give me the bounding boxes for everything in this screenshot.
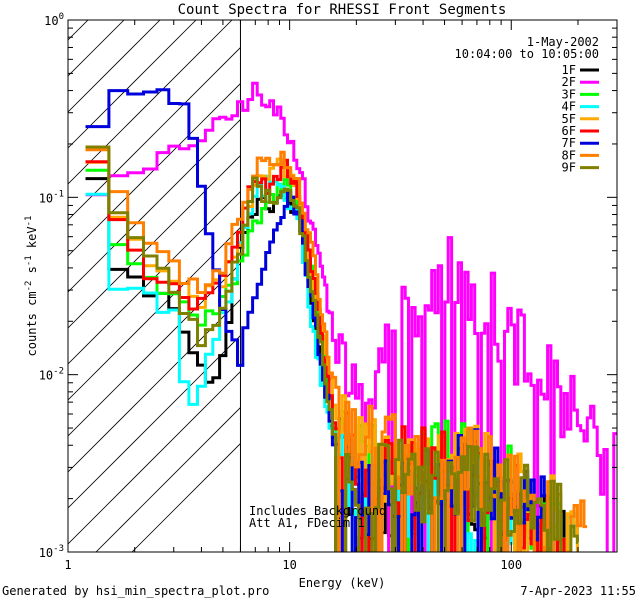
- series-2F-line: [85, 81, 617, 552]
- footer-timestamp: 7-Apr-2023 11:55: [520, 584, 636, 598]
- y-label-exp2: -1: [24, 255, 34, 266]
- hatch-line: [68, 298, 241, 473]
- legend-label-1F: 1F: [562, 63, 576, 77]
- legend-time-range: 10:04:00 to 10:05:00: [455, 47, 600, 61]
- y-axis-label: counts cm-2 s-1 keV-1: [24, 216, 39, 357]
- axis-ticks: 1 10 100 100 10-1 10-2 10-3: [39, 12, 618, 572]
- y-tick-label: 100: [44, 12, 64, 28]
- series-9F-line: [85, 145, 579, 552]
- y-label-main: counts cm: [25, 291, 39, 356]
- plot-frame: [67, 19, 618, 553]
- y-tick-label: 10-1: [39, 189, 64, 205]
- hatch-line: [68, 20, 233, 185]
- hatch-line: [68, 118, 241, 293]
- legend-label-6F: 6F: [562, 124, 576, 138]
- legend-label-7F: 7F: [562, 136, 576, 150]
- background-annotation: Includes Background: [249, 504, 386, 518]
- y-label-kev: keV: [25, 226, 39, 255]
- y-label-s: s: [25, 266, 39, 280]
- hatch-line: [68, 20, 161, 113]
- chart-title: Count Spectra for RHESSI Front Segments: [178, 2, 507, 18]
- attenuator-annotation: Att A1, FDecim 1: [249, 516, 365, 530]
- legend-label-3F: 3F: [562, 87, 576, 101]
- x-tick-label: 10: [282, 558, 296, 572]
- y-tick-label: 10-2: [39, 367, 64, 383]
- legend-label-5F: 5F: [562, 112, 576, 126]
- hatch-line: [68, 262, 241, 437]
- footer-generated: Generated by hsi_min_spectra_plot.pro: [2, 584, 269, 598]
- x-tick-label: 1: [64, 558, 71, 572]
- legend: 1-May-2002 10:04:00 to 10:05:00 1F2F3F4F…: [455, 35, 600, 175]
- hatch-line: [131, 442, 241, 552]
- legend-label-2F: 2F: [562, 75, 576, 89]
- hatch-line: [68, 190, 241, 365]
- series-layer: [85, 81, 617, 552]
- y-tick-label: 10-3: [39, 544, 64, 560]
- x-axis-label: Energy (keV): [299, 576, 386, 590]
- x-tick-label: 100: [500, 558, 522, 572]
- legend-label-8F: 8F: [562, 148, 576, 162]
- hatch-line: [68, 20, 197, 149]
- hatch-line: [68, 154, 241, 329]
- hatch-line: [95, 406, 241, 552]
- y-label-exp1: -2: [24, 281, 34, 292]
- legend-date: 1-May-2002: [527, 35, 599, 49]
- hatch-line: [68, 46, 241, 221]
- y-label-exp3: -1: [24, 216, 34, 227]
- hatch-line: [68, 370, 241, 545]
- legend-label-9F: 9F: [562, 161, 576, 175]
- hatch-line: [68, 334, 241, 509]
- legend-label-4F: 4F: [562, 100, 576, 114]
